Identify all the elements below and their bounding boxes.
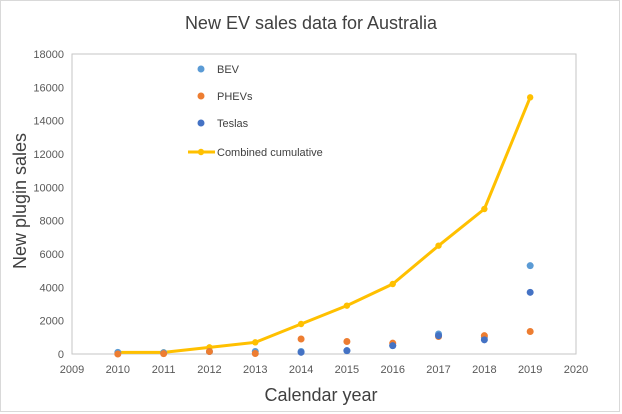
- legend-label: Teslas: [217, 118, 249, 130]
- scatter-point: [435, 332, 443, 340]
- line-point: [389, 280, 396, 288]
- line-point: [252, 339, 259, 346]
- y-tick-label: 8000: [40, 216, 64, 228]
- x-tick-label: 2018: [472, 364, 496, 376]
- scatter-point: [205, 348, 213, 355]
- scatter-point: [160, 350, 168, 358]
- x-tick-label: 2019: [518, 364, 542, 376]
- x-tick-label: 2015: [335, 364, 359, 376]
- scatter-point: [297, 335, 305, 343]
- x-axis-ticks: 2009 2010 2011 2012 2013 2014 2015 2016 2017 2018…: [60, 364, 588, 376]
- legend-marker: [197, 92, 205, 100]
- x-tick-label: 2013: [243, 364, 267, 376]
- scatter-point: [389, 342, 397, 350]
- legend-label: BEV: [217, 64, 240, 76]
- line-series-layer: [114, 94, 534, 356]
- legend-label: Combined cumulative: [217, 147, 323, 159]
- marker-layer: [114, 262, 534, 358]
- scatter-point: [251, 350, 259, 357]
- scatter-point: [114, 350, 122, 358]
- line-point: [435, 242, 442, 249]
- line-point: [481, 205, 488, 213]
- y-tick-label: 4000: [40, 282, 64, 294]
- line-point: [343, 302, 351, 309]
- scatter-point: [526, 262, 534, 270]
- y-axis-ticks: 0 2000 4000 6000 8000 10000 12000 14000 16000 180…: [33, 49, 64, 361]
- x-tick-label: 2012: [197, 364, 221, 376]
- legend-label: PHEVs: [217, 91, 253, 103]
- scatter-point: [526, 288, 534, 296]
- scatter-point: [480, 336, 488, 344]
- legend-marker: [197, 119, 205, 127]
- scatter-point: [297, 348, 305, 356]
- line-point: [297, 320, 305, 328]
- y-axis-title: New plugin sales: [10, 133, 30, 269]
- plot-area: [71, 53, 577, 355]
- series-line: [116, 95, 532, 354]
- x-tick-label: 2010: [106, 364, 130, 376]
- legend-line-marker: [197, 148, 205, 156]
- y-tick-label: 2000: [40, 316, 64, 328]
- legend-marker: [197, 65, 205, 73]
- x-tick-label: 2014: [289, 364, 313, 376]
- scatter-point: [343, 338, 351, 345]
- line-point: [526, 94, 534, 101]
- y-tick-label: 0: [58, 349, 64, 361]
- legend: BEV PHEVs Teslas Combined cumulative: [188, 64, 323, 159]
- x-tick-label: 2020: [564, 364, 588, 376]
- y-tick-label: 14000: [33, 116, 64, 128]
- scatter-point: [343, 347, 351, 355]
- x-tick-label: 2016: [380, 364, 404, 376]
- y-tick-label: 16000: [33, 82, 64, 94]
- chart-title: New EV sales data for Australia: [185, 13, 438, 33]
- x-tick-label: 2011: [152, 364, 176, 376]
- y-tick-label: 10000: [33, 182, 64, 194]
- x-axis-title: Calendar year: [264, 385, 377, 405]
- x-tick-label: 2017: [426, 364, 450, 376]
- x-tick-label: 2009: [60, 364, 84, 376]
- scatter-point: [526, 328, 534, 335]
- y-tick-label: 18000: [33, 49, 64, 61]
- y-tick-label: 6000: [40, 249, 64, 261]
- y-tick-label: 12000: [33, 149, 64, 161]
